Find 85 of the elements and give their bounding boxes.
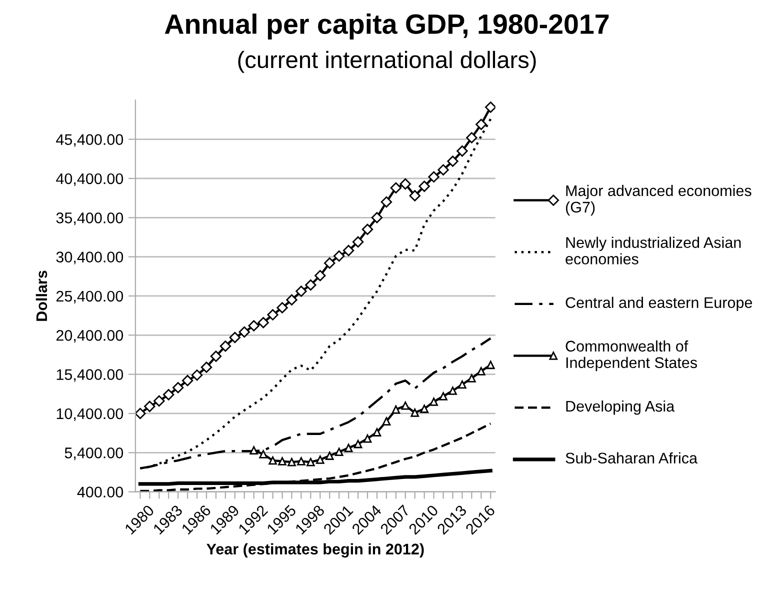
point	[392, 405, 400, 414]
y-tick-label: 15,400.00	[56, 369, 124, 382]
point	[172, 382, 184, 394]
point	[382, 417, 391, 426]
point	[238, 326, 250, 338]
point	[162, 389, 174, 400]
y-tick-label: 30,400.00	[56, 252, 124, 264]
point	[248, 320, 260, 332]
chart-subtitle: (current international dollars)	[238, 50, 536, 73]
point	[418, 180, 430, 192]
point	[306, 458, 315, 466]
point	[485, 102, 496, 113]
point	[154, 395, 165, 407]
point	[409, 190, 420, 202]
y-tick-label: 40,400.00	[56, 173, 124, 186]
point	[220, 340, 232, 352]
point	[410, 408, 420, 417]
point	[400, 178, 411, 190]
point	[476, 367, 486, 376]
point	[439, 392, 448, 400]
point	[288, 458, 296, 466]
point	[286, 294, 298, 306]
legend-label: Commonwealth of Independent States	[566, 340, 697, 372]
point	[135, 408, 146, 420]
legend-label: Newly industrialized Asian economies	[566, 236, 741, 264]
legend-label: Major advanced economies (G7)	[566, 184, 752, 216]
y-tick-label: 45,400.00	[56, 134, 124, 147]
point	[333, 250, 345, 262]
point	[456, 145, 468, 157]
y-tick-label: 5,400.00	[64, 448, 124, 460]
point	[401, 401, 410, 410]
point	[268, 456, 277, 465]
point	[390, 182, 402, 194]
point	[191, 369, 203, 381]
point	[438, 164, 449, 176]
point	[210, 350, 222, 362]
point	[200, 362, 212, 373]
point	[430, 398, 438, 406]
point	[458, 380, 466, 389]
point	[428, 171, 440, 183]
line-series	[139, 422, 492, 492]
point	[334, 448, 344, 456]
point	[229, 332, 241, 344]
legend-label: Sub-Saharan Africa	[566, 452, 698, 464]
point	[352, 236, 364, 248]
point	[258, 317, 269, 328]
point	[476, 118, 487, 130]
point	[325, 452, 334, 460]
point	[296, 286, 307, 297]
point	[447, 156, 458, 167]
point	[362, 224, 374, 235]
point	[316, 456, 324, 464]
point	[305, 279, 316, 291]
chart-title: Annual per capita GDP, 1980-2017	[164, 14, 609, 40]
y-tick-label: 20,400.00	[56, 330, 124, 343]
point	[486, 360, 495, 370]
point	[324, 257, 336, 269]
point	[448, 386, 457, 395]
point	[342, 244, 354, 256]
point	[267, 309, 278, 320]
point	[297, 457, 306, 466]
legend-label: Central and eastern Europe	[566, 296, 752, 312]
point	[182, 374, 194, 386]
point	[276, 302, 288, 314]
point	[371, 212, 383, 224]
y-tick-label: 35,400.00	[56, 212, 124, 226]
point	[344, 444, 353, 452]
legend-label: Developing Asia	[566, 400, 675, 415]
point	[250, 446, 258, 454]
y-tick-label: 25,400.00	[56, 290, 124, 304]
point	[144, 400, 156, 412]
point	[372, 428, 382, 436]
y-tick-label: 400.00	[77, 486, 124, 498]
point	[259, 450, 268, 458]
point	[314, 270, 326, 282]
point	[468, 374, 476, 382]
y-tick-label: 10,400.00	[56, 408, 124, 421]
point	[420, 404, 428, 413]
point	[466, 132, 478, 144]
point	[380, 196, 392, 208]
y-axis-title: Dollars	[36, 270, 48, 321]
point	[363, 434, 372, 443]
point	[354, 440, 362, 448]
point	[278, 457, 286, 466]
x-axis-title: Year (estimates begin in 2012)	[206, 543, 424, 558]
